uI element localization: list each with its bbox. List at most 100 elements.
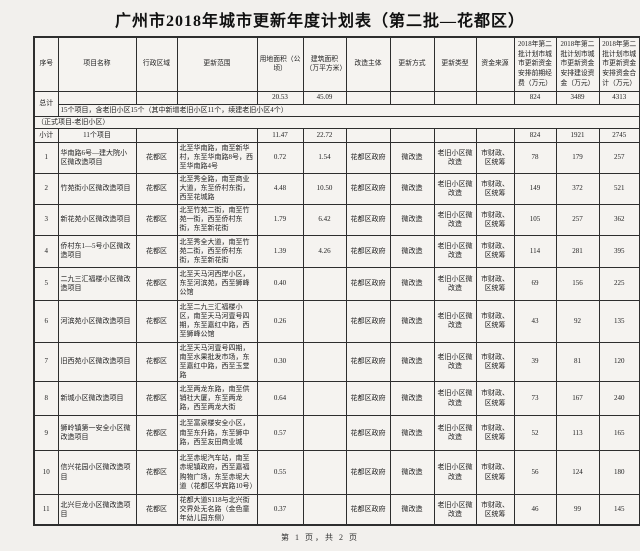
cell-name: 新城小区微改造项目	[57, 381, 137, 417]
cell-build: 10.50	[302, 172, 347, 205]
cell-land: 0.55	[256, 450, 304, 496]
cell-seq: 1	[33, 141, 59, 174]
cell-method: 微改造	[389, 415, 435, 452]
cell-fund-total: 257	[598, 141, 640, 174]
cell-fund-pre: 114	[513, 234, 557, 268]
cell-build: 1.54	[302, 141, 347, 174]
cell-seq: 3	[33, 203, 59, 236]
cell-scope: 北至天马河壹号四期，南至水果批发市场，东至嘉红中路，西至玉堂路	[176, 341, 258, 383]
col-header-fund-pre: 2018年第二批计划市城市更新资金安排前期经费（万元）	[513, 36, 557, 92]
cell-fund-pre: 56	[513, 450, 557, 496]
cell-scope: 花都大道S118与北兴街交界处无名路（金色童年幼儿园东侧）	[176, 494, 258, 526]
cell-name: 二九三汇福楼小区微改造项目	[57, 266, 137, 301]
cell-funding: 市财政、区统筹	[475, 266, 515, 301]
cell-fund-pre: 69	[513, 266, 557, 301]
cell-scope: 北至天马河西岸小区，东至河滨苑，西至狮峰公馆	[176, 266, 258, 301]
cell-fund-build: 124	[555, 450, 600, 496]
cell-name: 北兴巨龙小区微改造项目	[57, 494, 137, 526]
cell-fund-total: 395	[598, 234, 640, 268]
cell-land: 0.26	[256, 299, 304, 343]
cell-funding: 市财政、区统筹	[475, 381, 515, 417]
total-label: 总计	[33, 90, 59, 117]
subtotal-fund-build: 1921	[555, 127, 600, 143]
cell-name: 河滨苑小区微改造项目	[57, 299, 137, 343]
cell-fund-total: 180	[598, 450, 640, 496]
cell-fund-total: 165	[598, 415, 640, 452]
subtotal-label: 小计	[33, 127, 59, 143]
col-header-scope: 更新范围	[176, 36, 258, 92]
cell-build: 4.26	[302, 234, 347, 268]
col-header-type: 更新类型	[433, 36, 477, 92]
cell-seq: 10	[33, 450, 59, 496]
cell-method: 微改造	[389, 450, 435, 496]
cell-funding: 市财政、区统筹	[475, 141, 515, 174]
table-row: 6 河滨苑小区微改造项目 花都区 北至二九三汇福楼小区，南至天马河壹号四期，东至…	[33, 299, 640, 343]
table-row: 11 北兴巨龙小区微改造项目 花都区 花都大道S118与北兴街交界处无名路（金色…	[33, 494, 640, 526]
cell-fund-build: 99	[555, 494, 600, 526]
cell-type: 老旧小区微改造	[433, 266, 477, 301]
subtotal-build: 22.72	[302, 127, 347, 143]
cell-fund-pre: 39	[513, 341, 557, 383]
cell-method: 微改造	[389, 494, 435, 526]
total-fund-pre: 824	[513, 90, 557, 105]
cell-fund-build: 372	[555, 172, 600, 205]
cell-district: 花都区	[135, 341, 178, 383]
cell-fund-total: 120	[598, 341, 640, 383]
cell-subject: 花都区政府	[345, 381, 391, 417]
cell-district: 花都区	[135, 234, 178, 268]
cell-name: 狮岭镇第一安全小区微改造项目	[57, 415, 137, 452]
cell-district: 花都区	[135, 299, 178, 343]
header-row: 序号 项目名称 行政区域 更新范围 用地面积（公顷） 建筑面积（万平方米） 改造…	[33, 36, 640, 92]
cell-subject: 花都区政府	[345, 141, 391, 174]
total-row: 总计 20.53 45.09 824 3489 4313	[33, 90, 640, 117]
cell-method: 微改造	[389, 203, 435, 236]
cell-fund-pre: 105	[513, 203, 557, 236]
cell-seq: 4	[33, 234, 59, 268]
col-header-funding: 资金来源	[475, 36, 515, 92]
cell-type: 老旧小区微改造	[433, 172, 477, 205]
cell-scope: 北至秀全大道，南至竹苑二街，西至侨村东街，东至新花街	[176, 234, 258, 268]
cell-fund-pre: 73	[513, 381, 557, 417]
page-title: 广州市2018年城市更新年度计划表（第二批—花都区）	[114, 13, 525, 30]
cell-fund-total: 145	[598, 494, 640, 526]
col-header-name: 项目名称	[57, 36, 137, 92]
cell-type: 老旧小区微改造	[433, 141, 477, 174]
cell-fund-build: 257	[555, 203, 600, 236]
cell-method: 微改造	[389, 172, 435, 205]
cell-seq: 2	[33, 172, 59, 205]
cell-fund-build: 179	[555, 141, 600, 174]
cell-land: 4.48	[256, 172, 304, 205]
col-header-method: 更新方式	[389, 36, 435, 92]
cell-seq: 11	[33, 494, 59, 526]
table-row: 3 新花苑小区微改造项目 花都区 北至竹苑二街，南至竹苑一街，西至侨村东街，东至…	[33, 203, 640, 236]
cell-land: 1.39	[256, 234, 304, 268]
cell-fund-pre: 43	[513, 299, 557, 343]
total-note: 15个项目，含老旧小区15个（其中新增老旧小区11个，续建老旧小区4个）	[57, 103, 640, 117]
cell-funding: 市财政、区统筹	[475, 415, 515, 452]
cell-funding: 市财政、区统筹	[475, 203, 515, 236]
cell-land: 0.64	[256, 381, 304, 417]
cell-district: 花都区	[135, 141, 178, 174]
cell-scope: 北至竹苑二街，南至竹苑一街，西至侨村东街，东至新花街	[176, 203, 258, 236]
cell-name: 新花苑小区微改造项目	[57, 203, 137, 236]
col-header-subject: 改造主体	[345, 36, 391, 92]
col-header-fund-build: 2018年第二批计划市城市更新资金安排建设资金（万元）	[555, 36, 600, 92]
cell-method: 微改造	[389, 341, 435, 383]
cell-build	[302, 494, 347, 526]
cell-land: 0.57	[256, 415, 304, 452]
cell-scope: 北至两龙东路，南至供销社大厦，东至两龙路，西至两龙大街	[176, 381, 258, 417]
cell-type: 老旧小区微改造	[433, 381, 477, 417]
table-row: 9 狮岭镇第一安全小区微改造项目 花都区 北至富泉楼安全小区，南至东升路，东至狮…	[33, 415, 640, 452]
cell-funding: 市财政、区统筹	[475, 450, 515, 496]
cell-seq: 8	[33, 381, 59, 417]
cell-district: 花都区	[135, 172, 178, 205]
cell-name: 信兴花园小区微改造项目	[57, 450, 137, 496]
cell-district: 花都区	[135, 266, 178, 301]
cell-name: 华南路6号—建大院小区微改造项目	[57, 141, 137, 174]
cell-fund-total: 521	[598, 172, 640, 205]
col-header-build-area: 建筑面积（万平方米）	[302, 36, 347, 92]
subtotal-fund-pre: 824	[513, 127, 557, 143]
cell-fund-build: 113	[555, 415, 600, 452]
page-number: 第 1 页，共 2 页	[281, 533, 359, 542]
cell-land: 0.30	[256, 341, 304, 383]
